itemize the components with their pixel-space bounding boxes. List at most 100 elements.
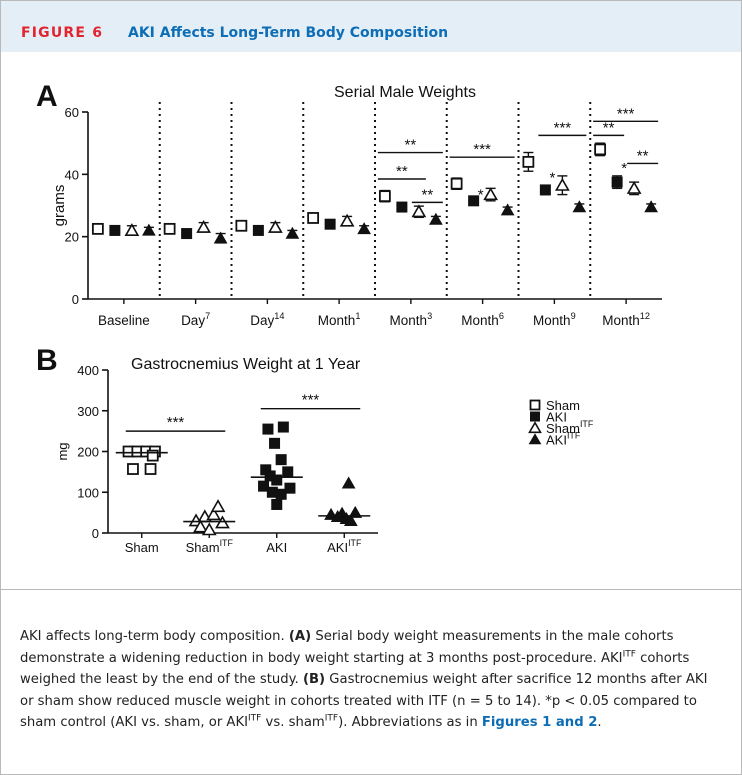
panel-b-point-sham	[146, 449, 159, 462]
panel-b-y-tick-label: 100	[77, 485, 99, 500]
panel-a-significance-star: *	[549, 169, 555, 186]
panel-b-point-aki_itf	[343, 514, 358, 527]
panel-a-y-label: grams	[51, 185, 68, 227]
panel-a-point-aki	[109, 224, 121, 236]
caption-b-sup-2: ITF	[324, 713, 339, 724]
panel-b-point-sham_itf	[193, 519, 208, 533]
panel-a-point-aki	[611, 176, 623, 188]
legend-label-sham: Sham	[546, 398, 580, 413]
panel-a-point-sham	[594, 143, 607, 156]
panel-a-point-sham_itf	[483, 187, 499, 201]
panel-a-point-aki_itf	[142, 223, 156, 236]
panel-a-point-aki_itf	[500, 203, 515, 216]
panel-a-significance-label: **	[396, 163, 408, 180]
panel-b-title: Gastrocnemius Weight at 1 Year	[131, 356, 361, 373]
panel-b-point-aki_itf	[341, 476, 356, 489]
panel-a-point-aki_itf	[644, 200, 658, 213]
caption-b-text-2: vs. sham	[265, 715, 325, 730]
figure-plot: A Serial Male Weights 0 20 40 60 grams Baseline…	[36, 80, 662, 555]
panel-a-x-tick-label: Baseline	[98, 313, 150, 328]
panel-a-x-tick-label: Month12	[602, 311, 650, 328]
caption-b-label: (B)	[302, 672, 326, 687]
panel-a-point-aki_itf	[357, 222, 371, 235]
legend-marker-sham_itf	[528, 421, 542, 434]
legend-marker-sham	[529, 399, 541, 411]
legend-label-aki: AKI	[546, 410, 567, 425]
panel-b-point-sham_itf	[201, 522, 217, 536]
panel-a-point-aki_itf	[572, 200, 587, 213]
panel-a-y-tick-label: 40	[65, 167, 79, 182]
panel-b-point-aki	[258, 480, 270, 492]
panel-a-significance-label: **	[603, 119, 615, 136]
panel-a-x-tick-label: Month1	[318, 311, 361, 328]
panel-a-point-sham	[235, 219, 248, 232]
panel-b-y-tick-label: 300	[77, 404, 99, 419]
panel-a-point-sham_itf	[124, 223, 140, 236]
caption-a-label: (A)	[288, 629, 312, 644]
panel-b-point-aki_itf	[348, 505, 363, 518]
panel-b-point-sham_itf	[210, 499, 226, 513]
panel-a-x-tick-label: Month6	[461, 311, 504, 328]
panel-a-point-sham_itf	[626, 180, 642, 194]
panel-a-point-sham_itf	[411, 204, 427, 218]
panel-b-y-tick-label: 200	[77, 445, 99, 460]
caption-end: .	[597, 715, 602, 730]
caption-b-text-3: ). Abbreviations as in	[338, 715, 478, 730]
figure-label: FIGURE 6	[21, 25, 104, 41]
panel-a-x-tick-label: Month3	[390, 311, 433, 328]
panel-a-point-sham	[307, 212, 320, 224]
panel-b-y-label: mg	[55, 442, 70, 460]
panel-a-point-sham_itf	[267, 219, 283, 233]
panel-a-significance-label: **	[422, 186, 434, 203]
panel-a-point-sham	[378, 190, 391, 203]
panel-b-point-aki	[275, 488, 287, 500]
panel-b-point-aki	[284, 482, 296, 494]
panel-a-significance-star: *	[621, 160, 627, 177]
panel-b-significance-label: ***	[302, 392, 320, 409]
panel-a-title: Serial Male Weights	[334, 84, 476, 101]
panel-a-significance-label: ***	[554, 119, 572, 136]
panel-a-x-tick-label: Day7	[181, 311, 210, 328]
panel-a-point-aki_itf	[429, 212, 443, 225]
figure-caption: AKI affects long-term body composition. …	[20, 626, 720, 734]
legend-label-sham_itf: ShamITF	[546, 419, 594, 436]
legend-marker-aki	[530, 411, 540, 422]
panel-a-x-tick-label: Month9	[533, 311, 576, 328]
panel-a-significance-label: ***	[473, 141, 491, 158]
caption-intro: AKI affects long-term body composition.	[20, 629, 285, 644]
panel-a-point-aki	[252, 224, 264, 236]
caption-figure-link[interactable]: Figures 1 and 2	[481, 715, 598, 730]
caption-a-text-1: Serial body weight measurements in the m…	[20, 629, 674, 666]
panel-a-y-tick-label: 60	[65, 105, 79, 120]
panel-a-y-tick-label: 0	[72, 292, 79, 307]
panel-a-point-aki	[539, 184, 551, 196]
caption-b-sup-1: ITF	[248, 713, 262, 724]
panel-a-point-aki	[468, 195, 480, 207]
legend-label-aki_itf: AKIITF	[546, 431, 581, 448]
panel-a-significance-label: **	[637, 147, 649, 164]
panel-b-letter: B	[36, 344, 58, 377]
figure-header: FIGURE 6 AKI Affects Long-Term Body Comp…	[1, 1, 741, 52]
panel-b-point-aki	[262, 423, 274, 435]
panel-a-point-aki	[181, 228, 193, 240]
caption-b-text-1: Gastrocnemius weight after sacrifice 12 …	[20, 672, 708, 730]
panel-a-significance-label: ***	[617, 105, 635, 122]
panel-b-point-aki	[282, 466, 294, 478]
panel-b-point-aki	[269, 437, 281, 449]
panel-b-point-sham	[127, 463, 139, 475]
panel-a-x-tick-label: Day14	[250, 311, 284, 328]
panel-b-point-aki	[271, 498, 283, 510]
panel-b-point-aki	[271, 474, 283, 486]
panel-a-significance-star: *	[478, 186, 484, 203]
caption-divider	[1, 589, 741, 590]
panel-b-point-sham_itf	[206, 507, 222, 521]
panel-a-point-sham	[522, 155, 535, 168]
panel-a-significance-label: **	[405, 137, 417, 154]
panel-a-point-aki_itf	[285, 226, 300, 239]
panel-a-letter: A	[36, 80, 58, 113]
figure-title: AKI Affects Long-Term Body Composition	[128, 25, 449, 41]
panel-b-x-tick-label: Sham	[125, 540, 159, 555]
panel-a-point-aki_itf	[213, 231, 228, 244]
panel-a-point-sham	[91, 222, 104, 235]
panel-b-y-tick-label: 0	[92, 526, 99, 541]
